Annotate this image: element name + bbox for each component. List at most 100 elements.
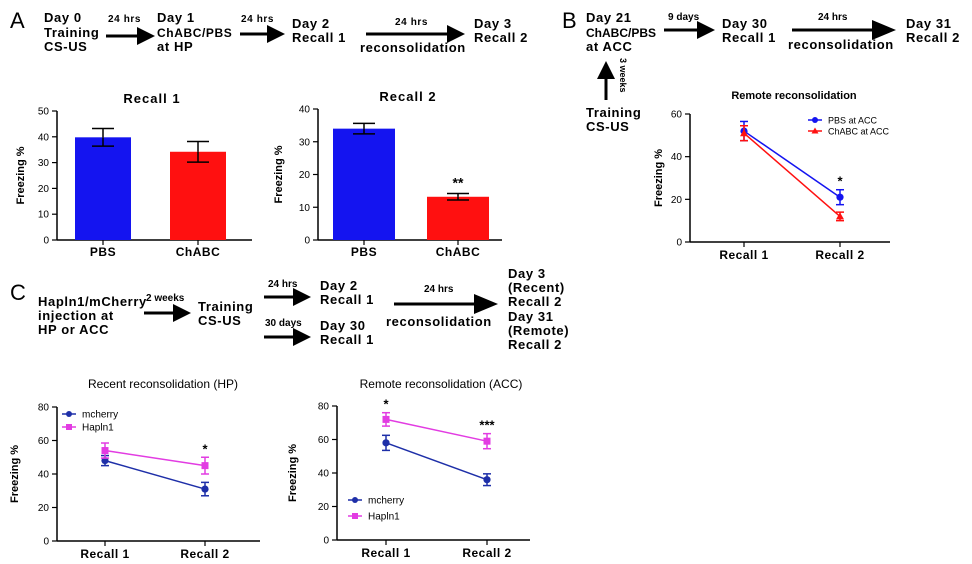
series-line-pbs-at-acc xyxy=(743,130,841,198)
chart-recall1_bar: Recall 1 Freezing % 0 10 20 30 40 50 PBS ChABC xyxy=(15,91,252,259)
x-tick-label: Recall 2 xyxy=(462,546,511,560)
significance-label: * xyxy=(383,397,389,412)
b-arrow2-head xyxy=(872,20,896,40)
b-day31-line1: Day 31 xyxy=(906,16,952,31)
x-tick-label: Recall 2 xyxy=(815,248,864,262)
y-tick-label: 0 xyxy=(323,536,329,547)
legend-marker xyxy=(812,117,818,123)
a-arrow3-below: reconsolidation xyxy=(360,40,466,55)
timeline-c: Hapln1/mCherry injection at HP or ACC 2 … xyxy=(38,266,569,352)
chart-title: Recall 1 xyxy=(123,91,180,106)
y-tick-label: 20 xyxy=(671,195,683,206)
significance-label: * xyxy=(202,441,208,456)
y-tick-label: 0 xyxy=(43,537,49,548)
y-tick-label: 60 xyxy=(318,435,330,446)
y-tick-label: 0 xyxy=(304,236,310,247)
b-day21-line3: at ACC xyxy=(586,39,632,54)
legend-label: PBS at ACC xyxy=(828,116,878,126)
series-line-hapln1 xyxy=(385,418,488,442)
b-training-line1: Training xyxy=(586,105,641,120)
b-arrow1-label: 9 days xyxy=(668,12,700,23)
y-tick-label: 40 xyxy=(299,105,311,116)
x-tick-label: Recall 1 xyxy=(361,546,410,560)
panel-label-a: A xyxy=(10,8,25,33)
x-tick-label: Recall 2 xyxy=(180,547,229,561)
a-arrow3-label: 24 hrs xyxy=(395,17,428,28)
data-point-mcherry xyxy=(483,476,491,484)
c-day31-line2: (Remote) xyxy=(508,323,569,338)
a-day0-line2: Training xyxy=(44,25,99,40)
y-tick-label: 60 xyxy=(38,436,50,447)
x-tick-label: Recall 1 xyxy=(80,547,129,561)
y-tick-label: 40 xyxy=(38,132,50,143)
c-day2-line1: Day 2 xyxy=(320,278,358,293)
data-point-hapln1 xyxy=(382,415,390,423)
c-arrow-big-below: reconsolidation xyxy=(386,314,492,329)
significance-label: *** xyxy=(479,418,495,433)
bar-chabc xyxy=(427,196,489,240)
b-arrow2-label: 24 hrs xyxy=(818,12,848,23)
c-day3-line3: Recall 2 xyxy=(508,294,562,309)
x-tick-label: ChABC xyxy=(176,245,221,259)
c-injection-line3: HP or ACC xyxy=(38,322,109,337)
c-injection-line2: injection at xyxy=(38,308,114,323)
legend-label: mcherry xyxy=(82,410,118,421)
data-point-chabc-at-acc xyxy=(836,212,844,220)
b-day21-line2: ChABC/PBS xyxy=(586,26,656,40)
data-point-pbs-at-acc xyxy=(836,193,844,201)
panel-label-b: B xyxy=(562,8,577,33)
panel-label-c: C xyxy=(10,280,26,305)
c-day30-line1: Day 30 xyxy=(320,318,366,333)
series-line-chabc-at-acc xyxy=(743,132,841,217)
legend-marker xyxy=(811,127,819,134)
b-arrow2-below: reconsolidation xyxy=(788,37,894,52)
chart-recall2_bar: Recall 2 Freezing % 0 10 20 30 40 PBS ChABC ** xyxy=(273,89,502,259)
data-point-chabc-at-acc xyxy=(740,129,748,137)
bar-pbs xyxy=(75,137,131,240)
a-day1-line3: at HP xyxy=(157,39,193,54)
x-tick-label: Recall 1 xyxy=(719,248,768,262)
data-point-mcherry xyxy=(201,485,209,493)
chart-title: Recent reconsolidation (HP) xyxy=(88,377,238,391)
series-line-mcherry xyxy=(104,459,206,490)
y-tick-label: 80 xyxy=(38,403,50,414)
legend-marker xyxy=(352,513,358,519)
x-tick-label: PBS xyxy=(90,245,116,259)
y-tick-label: 30 xyxy=(38,158,50,169)
x-tick-label: PBS xyxy=(351,245,377,259)
y-tick-label: 50 xyxy=(38,107,50,118)
y-tick-label: 20 xyxy=(318,502,330,513)
c-arrow1-label: 2 weeks xyxy=(146,293,185,304)
a-arrow1-label: 24 hrs xyxy=(108,14,141,25)
a-day1-line1: Day 1 xyxy=(157,10,195,25)
b-day21-line1: Day 21 xyxy=(586,10,632,25)
a-day2-line1: Day 2 xyxy=(292,16,330,31)
y-tick-label: 20 xyxy=(38,184,50,195)
y-tick-label: 60 xyxy=(671,110,683,121)
c-training-line1: Training xyxy=(198,299,253,314)
significance-label: ** xyxy=(453,174,464,190)
bar-pbs xyxy=(333,128,395,240)
c-training-line2: CS-US xyxy=(198,313,241,328)
data-point-mcherry xyxy=(382,439,390,447)
legend-marker xyxy=(66,411,72,417)
timeline-b: Day 21 ChABC/PBS at ACC 3 weeks Training… xyxy=(586,10,959,134)
y-tick-label: 40 xyxy=(671,152,683,163)
b-day30-line2: Recall 1 xyxy=(722,30,776,45)
a-day2-line2: Recall 1 xyxy=(292,30,346,45)
a-day0-line1: Day 0 xyxy=(44,10,82,25)
y-tick-label: 10 xyxy=(299,203,311,214)
a-arrow2-label: 24 hrs xyxy=(241,14,274,25)
b-up-arrow-label: 3 weeks xyxy=(618,58,628,93)
a-day3-line1: Day 3 xyxy=(474,16,512,31)
y-tick-label: 20 xyxy=(299,170,311,181)
c-day30-line2: Recall 1 xyxy=(320,332,374,347)
y-tick-label: 30 xyxy=(299,137,311,148)
c-day2-line2: Recall 1 xyxy=(320,292,374,307)
legend-label: ChABC at ACC xyxy=(828,127,890,137)
y-tick-label: 10 xyxy=(38,210,50,221)
y-tick-label: 0 xyxy=(43,236,49,247)
chart-remote_acc_c: Remote reconsolidation (ACC) Freezing % 0 2… xyxy=(287,377,530,560)
data-point-hapln1 xyxy=(101,447,109,455)
legend-label: mcherry xyxy=(368,496,404,507)
